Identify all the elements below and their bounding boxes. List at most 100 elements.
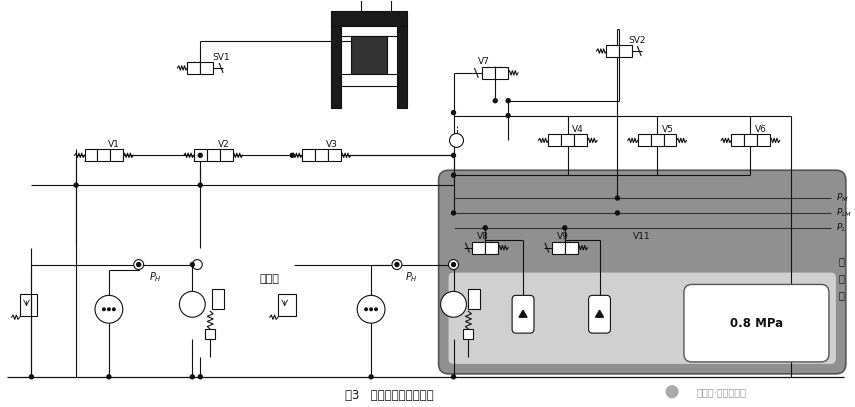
Bar: [638, 134, 651, 147]
Bar: [97, 149, 110, 161]
Text: V5: V5: [662, 125, 674, 134]
Bar: [606, 45, 619, 57]
Circle shape: [440, 291, 467, 317]
Circle shape: [666, 386, 678, 398]
Text: V7: V7: [479, 57, 490, 66]
Bar: [327, 149, 341, 161]
Circle shape: [29, 375, 33, 379]
Bar: [469, 289, 481, 309]
Text: $P_H$: $P_H$: [149, 271, 162, 284]
Bar: [341, 74, 397, 86]
FancyBboxPatch shape: [588, 295, 610, 333]
Circle shape: [451, 375, 456, 379]
Circle shape: [493, 99, 498, 103]
Text: V4: V4: [572, 125, 584, 134]
Bar: [200, 62, 213, 74]
Bar: [744, 134, 757, 147]
Bar: [194, 149, 207, 161]
FancyBboxPatch shape: [449, 273, 836, 364]
Circle shape: [392, 260, 402, 269]
Bar: [212, 289, 224, 309]
Bar: [561, 134, 575, 147]
Polygon shape: [519, 310, 527, 317]
Circle shape: [192, 260, 203, 269]
Circle shape: [370, 308, 373, 311]
Text: V8: V8: [477, 232, 489, 241]
Circle shape: [563, 226, 567, 230]
Circle shape: [506, 99, 510, 103]
Bar: [207, 149, 220, 161]
Text: V1: V1: [109, 140, 121, 149]
Circle shape: [107, 375, 111, 379]
Bar: [110, 149, 123, 161]
Circle shape: [450, 133, 463, 147]
Circle shape: [357, 295, 385, 323]
Bar: [463, 329, 474, 339]
Circle shape: [108, 308, 110, 311]
Circle shape: [365, 308, 368, 311]
Bar: [663, 134, 676, 147]
Circle shape: [133, 260, 144, 269]
Circle shape: [616, 196, 619, 200]
Text: $P_M$: $P_M$: [836, 192, 849, 204]
Text: $P_L$: $P_L$: [836, 221, 846, 234]
Circle shape: [74, 183, 78, 187]
Circle shape: [506, 114, 510, 118]
Text: $P_{LM}$: $P_{LM}$: [836, 207, 852, 219]
Text: SV2: SV2: [628, 36, 646, 45]
Bar: [551, 242, 565, 254]
Circle shape: [395, 263, 399, 267]
Circle shape: [451, 111, 456, 115]
Bar: [315, 149, 327, 161]
Text: V11: V11: [634, 232, 651, 241]
Bar: [332, 11, 407, 26]
Circle shape: [616, 211, 619, 215]
Circle shape: [95, 295, 123, 323]
Bar: [495, 67, 508, 79]
Bar: [565, 242, 578, 254]
Text: V6: V6: [755, 125, 767, 134]
Circle shape: [451, 263, 456, 267]
Text: 公众号·热加工论坛: 公众号·热加工论坛: [697, 387, 746, 397]
Text: 力: 力: [839, 274, 845, 284]
Text: V9: V9: [557, 232, 569, 241]
Bar: [731, 134, 744, 147]
Bar: [85, 149, 97, 161]
Bar: [619, 45, 633, 57]
Circle shape: [191, 375, 194, 379]
Circle shape: [369, 375, 373, 379]
Bar: [351, 36, 387, 74]
Bar: [486, 242, 498, 254]
Text: 流量源: 流量源: [260, 274, 280, 284]
Polygon shape: [596, 310, 604, 317]
Text: 压: 压: [839, 256, 845, 267]
Bar: [757, 134, 770, 147]
FancyBboxPatch shape: [439, 170, 846, 374]
Text: SV1: SV1: [212, 53, 230, 61]
Bar: [548, 134, 561, 147]
Text: 图3   多源液压系统的构型: 图3 多源液压系统的构型: [345, 389, 433, 402]
Text: 0.8 MPa: 0.8 MPa: [730, 317, 783, 330]
Bar: [278, 294, 296, 316]
Text: V2: V2: [218, 140, 229, 149]
Circle shape: [191, 263, 194, 267]
Bar: [473, 242, 486, 254]
Bar: [397, 26, 407, 108]
FancyBboxPatch shape: [512, 295, 534, 333]
Bar: [220, 149, 233, 161]
Circle shape: [103, 308, 105, 311]
Circle shape: [198, 375, 203, 379]
Circle shape: [180, 291, 205, 317]
Bar: [205, 329, 215, 339]
Bar: [20, 294, 38, 316]
Bar: [482, 67, 495, 79]
Bar: [332, 26, 341, 108]
Circle shape: [451, 173, 456, 177]
Circle shape: [137, 263, 141, 267]
Circle shape: [113, 308, 115, 311]
Bar: [651, 134, 663, 147]
Text: 源: 源: [839, 290, 845, 300]
Bar: [187, 62, 200, 74]
Bar: [302, 149, 315, 161]
Text: V3: V3: [326, 140, 338, 149]
